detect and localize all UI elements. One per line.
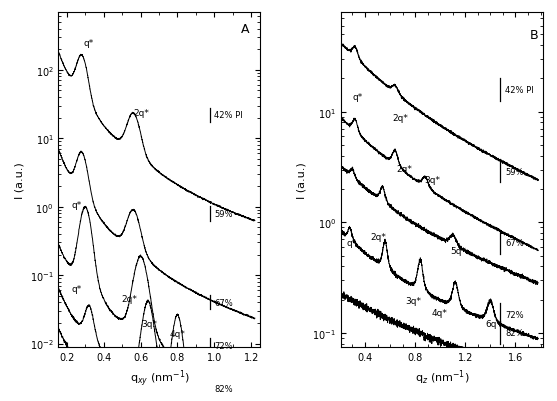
- Text: 2q*: 2q*: [397, 165, 412, 174]
- Text: 3q*: 3q*: [405, 297, 421, 306]
- Text: A: A: [241, 23, 250, 36]
- Text: 72%: 72%: [505, 310, 524, 320]
- Text: 59%: 59%: [214, 209, 233, 218]
- Text: 82%: 82%: [505, 328, 524, 338]
- Text: 4q*: 4q*: [169, 329, 185, 338]
- Text: q*: q*: [347, 239, 357, 248]
- Text: q*: q*: [71, 200, 82, 209]
- Text: B: B: [530, 29, 538, 42]
- Text: 6q*: 6q*: [485, 320, 501, 328]
- Text: 42% PI: 42% PI: [505, 85, 534, 94]
- X-axis label: q$_z$ (nm$^{-1}$): q$_z$ (nm$^{-1}$): [415, 367, 470, 386]
- Text: 72%: 72%: [214, 341, 233, 350]
- Text: 4q*: 4q*: [432, 308, 447, 317]
- Text: 3q*: 3q*: [424, 176, 440, 185]
- Text: q*: q*: [353, 93, 363, 102]
- Text: 2q*: 2q*: [393, 113, 408, 122]
- Y-axis label: I (a.u.): I (a.u.): [297, 162, 307, 198]
- X-axis label: q$_{xy}$ (nm$^{-1}$): q$_{xy}$ (nm$^{-1}$): [130, 367, 189, 388]
- Text: 67%: 67%: [505, 238, 524, 247]
- Text: 3q*: 3q*: [141, 319, 158, 328]
- Text: 67%: 67%: [214, 298, 233, 307]
- Text: 2q*: 2q*: [121, 294, 137, 303]
- Text: q*: q*: [84, 39, 94, 48]
- Text: 42% PI: 42% PI: [214, 111, 243, 120]
- Text: 5q*: 5q*: [450, 246, 466, 255]
- Text: q*: q*: [71, 285, 82, 294]
- Text: 82%: 82%: [214, 384, 233, 393]
- Text: 2q*: 2q*: [133, 109, 149, 117]
- Text: 2q*: 2q*: [370, 233, 386, 242]
- Text: 59%: 59%: [505, 167, 524, 176]
- Y-axis label: I (a.u.): I (a.u.): [14, 162, 24, 198]
